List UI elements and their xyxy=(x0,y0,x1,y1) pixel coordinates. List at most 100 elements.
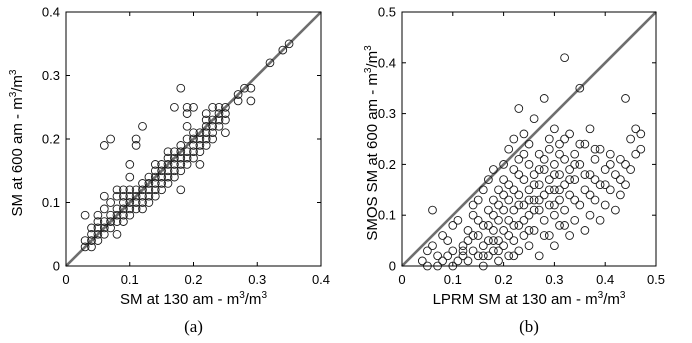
data-point xyxy=(484,251,493,261)
data-point xyxy=(87,229,96,239)
data-point xyxy=(458,241,468,251)
data-point xyxy=(514,246,524,256)
data-point xyxy=(80,242,90,252)
data-point xyxy=(478,221,488,230)
data-point xyxy=(565,231,574,240)
data-point xyxy=(570,215,580,225)
data-point xyxy=(489,165,498,174)
data-point xyxy=(112,217,122,226)
data-point xyxy=(157,179,166,188)
data-point xyxy=(468,231,478,240)
y-tick-label: 0.4 xyxy=(378,55,396,70)
data-point xyxy=(233,90,243,99)
data-point xyxy=(499,241,508,251)
data-point xyxy=(489,195,498,205)
data-point xyxy=(534,251,544,261)
data-point xyxy=(119,204,128,214)
data-point xyxy=(504,231,514,240)
data-point xyxy=(176,141,186,150)
data-point xyxy=(611,205,620,215)
data-point xyxy=(514,170,524,179)
data-point xyxy=(560,154,569,164)
data-point xyxy=(509,165,519,174)
data-point xyxy=(514,154,524,164)
data-point xyxy=(125,204,135,214)
data-point xyxy=(499,226,508,235)
data-point xyxy=(87,223,96,233)
data-point xyxy=(590,175,600,184)
data-point xyxy=(534,180,544,190)
data-point xyxy=(621,180,630,190)
data-point xyxy=(131,204,141,214)
data-point xyxy=(182,153,192,163)
data-point xyxy=(504,195,514,205)
data-point xyxy=(504,180,514,190)
data-point xyxy=(157,160,166,169)
data-point xyxy=(189,102,198,112)
data-point xyxy=(499,190,508,200)
data-point xyxy=(125,160,135,169)
data-point xyxy=(93,236,103,245)
data-point xyxy=(438,231,447,240)
data-point xyxy=(144,198,154,207)
data-point xyxy=(509,185,519,195)
x-tick-label: 0.4 xyxy=(596,272,614,287)
data-point xyxy=(150,191,160,201)
data-point xyxy=(621,160,630,169)
data-point xyxy=(176,160,186,169)
panel-caption: (a) xyxy=(184,317,203,336)
data-point xyxy=(529,180,539,190)
data-point xyxy=(201,115,211,125)
data-point xyxy=(182,102,192,112)
data-point xyxy=(221,102,230,112)
data-point xyxy=(550,241,559,251)
data-point xyxy=(131,191,141,201)
data-point xyxy=(524,226,534,235)
data-point xyxy=(550,185,559,195)
y-tick-label: 0.4 xyxy=(42,5,60,20)
y-axis-label: SMOS SM at 600 am - m3/m3 xyxy=(363,45,381,241)
data-point xyxy=(176,147,186,157)
data-point xyxy=(138,204,147,214)
data-point xyxy=(93,229,103,239)
y-tick-label: 0.5 xyxy=(378,5,396,20)
data-point xyxy=(208,121,217,131)
data-point xyxy=(163,147,173,157)
data-point xyxy=(509,236,519,245)
data-point xyxy=(539,94,549,103)
data-point xyxy=(575,200,585,210)
data-point xyxy=(616,175,625,184)
data-point xyxy=(605,149,615,159)
data-point xyxy=(555,149,564,159)
data-point xyxy=(539,231,549,240)
data-point xyxy=(550,124,559,134)
data-point xyxy=(80,236,90,245)
data-point xyxy=(170,172,179,182)
data-point xyxy=(144,185,154,195)
data-point xyxy=(621,94,630,103)
data-point xyxy=(616,154,625,164)
data-point xyxy=(150,160,160,169)
data-point xyxy=(214,121,224,131)
y-tick-label: 0.3 xyxy=(42,68,60,83)
x-tick-label: 0.1 xyxy=(121,272,139,287)
data-point xyxy=(499,175,508,184)
data-point xyxy=(590,195,600,205)
data-point xyxy=(494,185,503,195)
data-point xyxy=(131,185,141,195)
y-tick-label: 0.2 xyxy=(42,132,60,147)
data-point xyxy=(458,251,468,261)
data-point xyxy=(176,83,186,93)
data-point xyxy=(544,175,554,184)
data-point xyxy=(112,191,122,201)
data-point xyxy=(478,251,488,261)
data-point xyxy=(570,160,580,169)
data-point xyxy=(99,217,109,226)
data-point xyxy=(144,172,154,182)
data-point xyxy=(138,179,147,188)
data-point xyxy=(509,251,519,261)
data-point xyxy=(463,256,473,266)
data-point xyxy=(208,102,217,112)
data-point xyxy=(182,121,192,131)
data-point xyxy=(580,139,590,149)
